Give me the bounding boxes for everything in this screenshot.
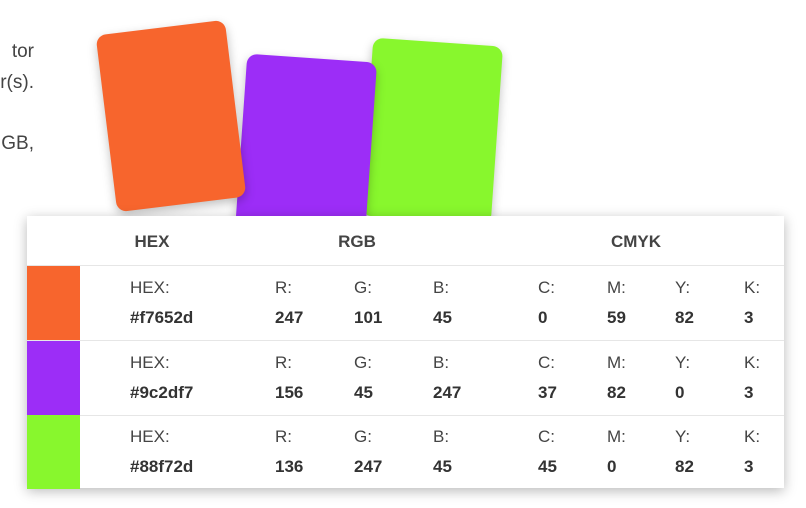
hex-label: HEX: xyxy=(130,278,170,297)
r-cell: R: 156 xyxy=(275,353,303,403)
y-value: 82 xyxy=(675,308,694,327)
hex-cell: HEX: #9c2df7 xyxy=(130,353,193,403)
g-value: 101 xyxy=(354,308,383,327)
m-label: M: xyxy=(607,427,626,446)
hex-cell: HEX: #88f72d xyxy=(130,427,193,477)
r-label: R: xyxy=(275,353,292,372)
m-cell: M: 59 xyxy=(607,278,626,328)
m-value: 0 xyxy=(607,457,617,476)
k-cell: K: 3 xyxy=(744,353,760,403)
g-label: G: xyxy=(354,427,372,446)
b-cell: B: 247 xyxy=(433,353,461,403)
table-header: HEX RGB CMYK xyxy=(27,216,784,266)
hex-value: #88f72d xyxy=(130,457,194,476)
g-cell: G: 101 xyxy=(354,278,382,328)
y-cell: Y: 82 xyxy=(675,278,694,328)
intro-text: tor r(s). GB, xyxy=(0,36,34,159)
c-value: 37 xyxy=(538,383,557,402)
m-value: 59 xyxy=(607,308,626,327)
m-cell: M: 82 xyxy=(607,353,626,403)
header-rgb: RGB xyxy=(338,232,376,251)
m-cell: M: 0 xyxy=(607,427,626,477)
color-swatch xyxy=(27,341,80,415)
header-cmyk: CMYK xyxy=(610,232,662,251)
k-label: K: xyxy=(744,353,761,372)
intro-line: GB, xyxy=(1,133,34,154)
k-value: 3 xyxy=(744,308,754,327)
r-label: R: xyxy=(275,427,292,446)
color-swatch xyxy=(27,415,80,489)
g-cell: G: 45 xyxy=(354,353,373,403)
c-cell: C: 45 xyxy=(538,427,557,477)
color-table: HEX RGB CMYK HEX: #f7652d R: 247 G: 101 … xyxy=(27,216,784,489)
palette-card-purple xyxy=(234,53,378,241)
y-value: 82 xyxy=(675,457,694,476)
hex-cell: HEX: #f7652d xyxy=(130,278,193,328)
g-value: 45 xyxy=(354,383,373,402)
table-row: HEX: #9c2df7 R: 156 G: 45 B: 247 C: 37 M… xyxy=(27,341,784,416)
c-value: 0 xyxy=(538,308,548,327)
y-cell: Y: 82 xyxy=(675,427,694,477)
b-cell: B: 45 xyxy=(433,278,452,328)
k-cell: K: 3 xyxy=(744,278,760,328)
c-cell: C: 37 xyxy=(538,353,557,403)
palette-card-orange xyxy=(95,19,247,213)
r-label: R: xyxy=(275,278,292,297)
k-label: K: xyxy=(744,278,761,297)
intro-line: tor xyxy=(11,41,34,62)
c-label: C: xyxy=(538,353,555,372)
y-label: Y: xyxy=(675,278,691,297)
color-swatch xyxy=(27,266,80,340)
m-label: M: xyxy=(607,278,626,297)
g-cell: G: 247 xyxy=(354,427,382,477)
b-label: B: xyxy=(433,353,450,372)
m-value: 82 xyxy=(607,383,626,402)
c-label: C: xyxy=(538,427,555,446)
hex-label: HEX: xyxy=(130,353,170,372)
y-label: Y: xyxy=(675,427,691,446)
r-cell: R: 247 xyxy=(275,278,303,328)
y-cell: Y: 0 xyxy=(675,353,690,403)
c-value: 45 xyxy=(538,457,557,476)
k-cell: K: 3 xyxy=(744,427,760,477)
table-row: HEX: #88f72d R: 136 G: 247 B: 45 C: 45 M… xyxy=(27,415,784,489)
k-value: 3 xyxy=(744,383,754,402)
c-cell: C: 0 xyxy=(538,278,555,328)
b-value: 45 xyxy=(433,457,452,476)
r-cell: R: 136 xyxy=(275,427,303,477)
b-value: 45 xyxy=(433,308,452,327)
r-value: 136 xyxy=(275,457,304,476)
b-label: B: xyxy=(433,278,450,297)
y-value: 0 xyxy=(675,383,685,402)
b-value: 247 xyxy=(433,383,462,402)
hex-value: #f7652d xyxy=(130,308,194,327)
r-value: 156 xyxy=(275,383,304,402)
palette-card-green xyxy=(360,37,504,225)
b-label: B: xyxy=(433,427,450,446)
b-cell: B: 45 xyxy=(433,427,452,477)
k-value: 3 xyxy=(744,457,754,476)
g-label: G: xyxy=(354,278,372,297)
g-value: 247 xyxy=(354,457,383,476)
intro-line: r(s). xyxy=(0,72,34,93)
hex-value: #9c2df7 xyxy=(130,383,194,402)
m-label: M: xyxy=(607,353,626,372)
r-value: 247 xyxy=(275,308,304,327)
header-hex: HEX xyxy=(134,232,170,251)
y-label: Y: xyxy=(675,353,691,372)
intro-line xyxy=(0,98,34,128)
hex-label: HEX: xyxy=(130,427,170,446)
c-label: C: xyxy=(538,278,555,297)
table-row: HEX: #f7652d R: 247 G: 101 B: 45 C: 0 M:… xyxy=(27,266,784,341)
g-label: G: xyxy=(354,353,372,372)
k-label: K: xyxy=(744,427,761,446)
